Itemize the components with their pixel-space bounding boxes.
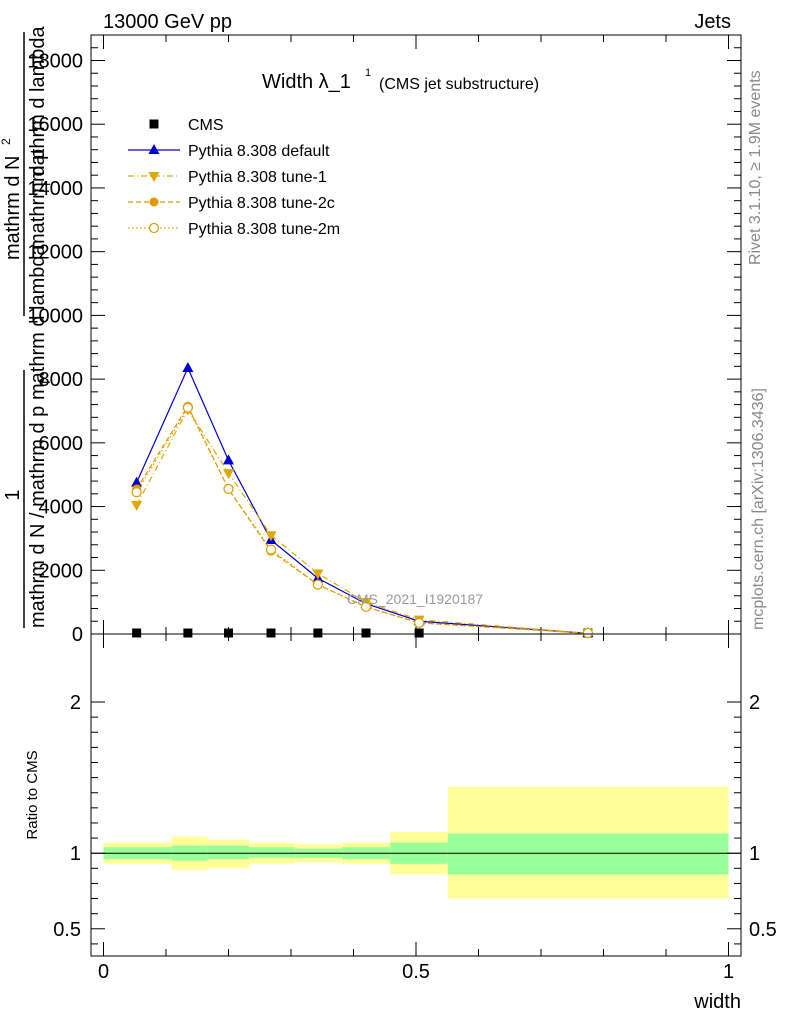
legend-marker	[149, 197, 159, 207]
x-axis-label: width	[693, 991, 741, 1013]
rivet-version-label: Rivet 3.1.10, ≥ 1.9M events	[747, 70, 764, 265]
data-point	[265, 544, 277, 555]
ylabel-inner-dlambda: mathrm d lambda	[27, 26, 49, 182]
legend-label: Pythia 8.308 tune-1	[188, 169, 327, 186]
ratio-y-tick-label-right: 2	[749, 692, 760, 714]
x-tick-label: 1	[723, 961, 734, 983]
data-point	[131, 500, 143, 511]
ratio-uncertainty-bands	[103, 786, 729, 899]
ylabel-inner-numerator: mathrm d N	[2, 156, 24, 260]
header-process-label: Jets	[694, 11, 731, 33]
legend-marker	[148, 172, 160, 182]
legend-label: Pythia 8.308 default	[188, 143, 330, 160]
data-point	[182, 361, 194, 372]
data-point	[414, 617, 425, 628]
header-energy-label: 13000 GeV pp	[103, 11, 232, 33]
legend-label: Pythia 8.308 tune-2c	[188, 195, 335, 212]
legend-marker	[148, 222, 160, 234]
ylabel-inner-superscript: 2	[0, 138, 13, 145]
ratio-axes: 0.5 0.5 1 1 2 2 0 0.5 1	[53, 634, 777, 983]
mcplots-reference-label: mcplots.cern.ch [arXiv:1306.3436]	[750, 388, 767, 630]
data-point	[131, 476, 143, 487]
data-point	[223, 454, 234, 465]
data-point	[131, 487, 142, 498]
series-4	[131, 402, 593, 639]
chart-title-superscript: 1	[365, 67, 371, 79]
main-panel: 0 2000 4000 6000 8000 10000 12000 14000 16000 180…	[27, 34, 742, 646]
data-point	[313, 628, 323, 638]
main-y-tick-label: 16000	[27, 114, 83, 136]
data-point	[223, 469, 234, 480]
legend-label: Pythia 8.308 tune-2m	[188, 221, 340, 238]
data-point	[224, 628, 233, 638]
stat-uncertainty-band	[249, 847, 295, 858]
main-y-tick-label: 2000	[39, 560, 84, 582]
data-point	[582, 627, 593, 639]
series-0	[132, 628, 593, 638]
ylabel-mid-dlambda: mathrm d lambda	[27, 244, 49, 400]
analysis-watermark: CMS_2021_I1920187	[347, 591, 483, 607]
ratio-y-tick-label-right: 0.5	[749, 919, 777, 941]
main-y-axis: 0 2000 4000 6000 8000 10000 12000 14000 16000 180…	[27, 34, 741, 646]
ylabel-inner-subscript-t: T	[39, 180, 53, 188]
main-y-axis-label: 1 mathrm d N / mathrm d p T mathrm d N 2…	[0, 26, 53, 628]
ylabel-numerator: 1	[2, 489, 24, 500]
ylabel-subscript-t: T	[39, 378, 53, 386]
ratio-y-tick-label-right: 1	[749, 843, 760, 865]
legend-marker	[149, 119, 159, 129]
ratio-y-tick-label: 2	[70, 692, 81, 714]
ylabel-denominator: mathrm d N / mathrm d p	[27, 406, 49, 628]
main-series-layer	[131, 361, 594, 639]
data-point	[361, 628, 371, 638]
legend-label: CMS	[188, 117, 224, 134]
series-line	[136, 406, 588, 634]
ylabel-inner-dpt: mathrm d p	[27, 149, 49, 250]
data-point	[312, 569, 324, 580]
data-point	[312, 579, 323, 590]
data-point	[223, 483, 234, 495]
data-point	[266, 628, 276, 638]
main-y-tick-label: 18000	[27, 50, 83, 72]
stat-uncertainty-band	[207, 845, 250, 860]
main-y-tick-label: 0	[72, 624, 83, 646]
data-point	[414, 628, 424, 638]
chart-subtitle: (CMS jet substructure)	[379, 76, 539, 93]
data-point	[182, 402, 193, 413]
data-point	[265, 531, 277, 542]
ratio-y-axis-label: Ratio to CMS	[24, 750, 41, 839]
legend-marker	[148, 144, 160, 154]
series-line	[136, 366, 588, 634]
ratio-panel: 0.5 0.5 1 1 2 2 0 0.5 1	[53, 633, 777, 983]
ratio-y-tick-label: 1	[70, 843, 81, 865]
data-point	[360, 601, 372, 613]
main-y-tick-label: 6000	[39, 433, 84, 455]
main-y-tick-label: 4000	[39, 497, 84, 519]
ratio-y-tick-label: 0.5	[53, 919, 81, 941]
stat-uncertainty-band	[447, 833, 729, 875]
x-tick-label: 0	[98, 961, 109, 983]
main-y-tick-label: 14000	[27, 178, 83, 200]
chart-title: Width λ_1 1 (CMS jet substructure)	[262, 67, 539, 93]
data-point	[183, 628, 193, 638]
ratio-panel-frame	[90, 633, 742, 957]
legend: CMS Pythia 8.308 default Pythia 8.308 tune…	[128, 117, 340, 238]
data-point	[132, 628, 142, 638]
chart-title-main: Width λ_1	[262, 71, 351, 93]
main-y-tick-label: 8000	[39, 369, 84, 391]
main-y-tick-label: 10000	[27, 305, 83, 327]
x-tick-label: 0.5	[402, 961, 430, 983]
main-y-tick-label: 12000	[27, 242, 83, 264]
